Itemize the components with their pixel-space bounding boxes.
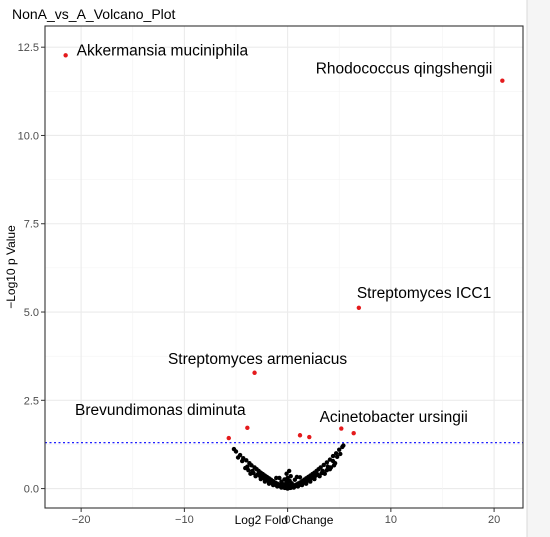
data-point xyxy=(269,480,275,486)
data-point xyxy=(279,479,284,484)
y-axis-title: −Log10 p Value xyxy=(4,225,18,309)
point-annotation: Streptomyces armeniacus xyxy=(168,351,347,368)
data-point xyxy=(286,468,292,474)
data-point xyxy=(319,470,324,476)
data-point xyxy=(239,458,245,464)
y-tick-label: 2.5 xyxy=(24,395,39,407)
x-tick-label: −20 xyxy=(72,514,91,526)
data-point xyxy=(330,453,336,459)
significant-point xyxy=(307,434,312,440)
data-point xyxy=(317,474,322,479)
data-point xyxy=(253,474,258,479)
data-point xyxy=(246,468,251,473)
point-annotation: Streptomyces ICC1 xyxy=(357,285,491,302)
x-tick-label: 0 xyxy=(285,514,291,526)
x-tick-label: −10 xyxy=(175,514,194,526)
data-point xyxy=(277,475,282,481)
x-tick-label: 20 xyxy=(488,514,500,526)
significant-point xyxy=(63,53,68,58)
data-point xyxy=(328,465,334,470)
data-point xyxy=(324,460,330,465)
data-point xyxy=(321,462,326,468)
data-point xyxy=(313,473,318,479)
data-point xyxy=(318,465,323,470)
y-tick-label: 5.0 xyxy=(24,307,39,319)
data-point xyxy=(235,455,241,460)
point-annotation: Akkermansia muciniphila xyxy=(77,42,249,59)
data-point xyxy=(297,475,303,480)
point-annotation: Rhodococcus qingshengii xyxy=(316,61,493,78)
data-point xyxy=(278,484,283,489)
data-point xyxy=(233,449,239,454)
data-point xyxy=(305,478,310,484)
y-tick-label: 0.0 xyxy=(24,484,39,496)
chart-title: NonA_vs_A_Volcano_Plot xyxy=(12,6,176,22)
data-point xyxy=(296,482,302,488)
data-point xyxy=(251,470,256,476)
data-point xyxy=(334,454,340,459)
significant-point xyxy=(297,433,303,438)
data-point xyxy=(292,484,298,489)
data-point xyxy=(265,478,271,484)
data-point xyxy=(288,474,293,479)
data-point xyxy=(341,443,346,448)
data-point xyxy=(284,471,289,476)
data-point xyxy=(324,468,330,473)
data-point xyxy=(244,458,249,463)
data-point xyxy=(333,451,339,456)
significant-point xyxy=(500,78,505,83)
side-scroll-strip xyxy=(527,0,550,537)
significant-point xyxy=(245,425,250,431)
points-layer xyxy=(63,53,505,491)
data-point xyxy=(332,460,338,466)
significant-point xyxy=(252,370,257,375)
data-point xyxy=(283,483,288,488)
data-point xyxy=(274,475,279,481)
panel-border xyxy=(44,25,524,509)
y-tick-label: 7.5 xyxy=(24,219,39,231)
data-point xyxy=(338,451,343,457)
data-point xyxy=(337,447,342,452)
data-point xyxy=(261,476,267,481)
data-point xyxy=(257,473,262,479)
point-annotation: Acinetobacter ursingii xyxy=(320,409,468,426)
data-point xyxy=(309,476,314,481)
x-tick-label: 10 xyxy=(385,514,397,526)
point-annotation: Brevundimonas diminuta xyxy=(75,402,246,419)
annotations-layer: Akkermansia muciniphila Rhodococcus qings… xyxy=(75,42,492,426)
significant-point xyxy=(226,435,231,441)
data-point xyxy=(285,479,291,484)
significant-point xyxy=(356,305,362,310)
significant-point xyxy=(339,426,344,431)
grid xyxy=(45,26,523,508)
data-point xyxy=(282,477,287,482)
y-tick-label: 10.0 xyxy=(18,130,39,142)
data-point xyxy=(243,465,248,471)
axes: −20 −10 0 10 20 0.0 2.5 5.0 7.5 10.0 12.5 xyxy=(18,42,501,526)
data-point xyxy=(249,463,254,468)
significant-point xyxy=(351,430,356,436)
x-axis-title: Log2 Fold Change xyxy=(235,513,334,527)
data-point xyxy=(300,480,306,486)
data-point xyxy=(274,482,279,488)
y-tick-label: 12.5 xyxy=(18,42,39,54)
